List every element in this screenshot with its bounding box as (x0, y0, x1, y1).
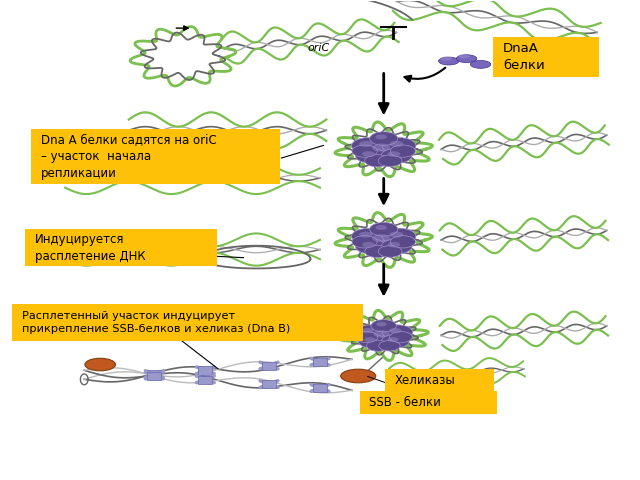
FancyBboxPatch shape (147, 370, 161, 378)
Ellipse shape (440, 57, 452, 61)
Ellipse shape (362, 229, 406, 251)
Ellipse shape (378, 246, 402, 257)
Ellipse shape (372, 234, 390, 242)
Ellipse shape (381, 335, 409, 348)
Ellipse shape (367, 340, 389, 351)
Ellipse shape (365, 245, 390, 258)
FancyBboxPatch shape (31, 129, 280, 184)
Text: DnaA
белки: DnaA белки (503, 42, 545, 72)
Ellipse shape (358, 335, 386, 348)
Ellipse shape (85, 358, 115, 371)
Ellipse shape (346, 128, 422, 171)
Text: oriC: oriC (307, 44, 330, 53)
Text: Dna A белки садятся на oriC
– участок  начала
репликации: Dna A белки садятся на oriC – участок на… (41, 133, 217, 180)
Ellipse shape (373, 330, 390, 337)
Ellipse shape (379, 340, 400, 351)
Ellipse shape (364, 325, 404, 345)
Ellipse shape (389, 328, 401, 333)
Ellipse shape (390, 232, 403, 238)
Ellipse shape (362, 151, 375, 157)
Ellipse shape (359, 141, 372, 147)
FancyBboxPatch shape (262, 362, 276, 370)
Ellipse shape (351, 228, 385, 245)
FancyBboxPatch shape (198, 375, 212, 384)
FancyBboxPatch shape (360, 391, 497, 414)
Ellipse shape (362, 138, 406, 160)
Ellipse shape (387, 337, 399, 342)
Text: SSB - белки: SSB - белки (369, 396, 441, 409)
Ellipse shape (390, 141, 403, 147)
FancyBboxPatch shape (262, 380, 276, 388)
Ellipse shape (382, 325, 413, 339)
Ellipse shape (388, 151, 400, 157)
Ellipse shape (381, 148, 412, 163)
Ellipse shape (355, 325, 385, 339)
FancyBboxPatch shape (313, 358, 327, 366)
Text: Индуцируется
расплетение ДНК: Индуцируется расплетение ДНК (35, 233, 145, 263)
Ellipse shape (458, 54, 470, 59)
Text: Расплетенный участок индуцирует
прикрепление SSB-белков и хеликаз (Dna B): Расплетенный участок индуцирует прикрепл… (22, 311, 290, 334)
Ellipse shape (365, 155, 390, 167)
Ellipse shape (351, 138, 385, 154)
Ellipse shape (352, 145, 377, 157)
Ellipse shape (438, 57, 459, 65)
Ellipse shape (355, 332, 378, 343)
Ellipse shape (356, 148, 387, 163)
Ellipse shape (362, 242, 375, 247)
Ellipse shape (456, 55, 477, 62)
Ellipse shape (359, 232, 372, 238)
Ellipse shape (346, 218, 422, 262)
Ellipse shape (470, 60, 491, 68)
Ellipse shape (364, 337, 376, 342)
Ellipse shape (390, 145, 415, 157)
Text: Хеликазы: Хеликазы (394, 374, 455, 387)
Ellipse shape (340, 369, 376, 383)
Ellipse shape (370, 222, 397, 236)
Ellipse shape (362, 328, 374, 333)
Ellipse shape (370, 132, 397, 145)
Ellipse shape (388, 242, 400, 247)
FancyBboxPatch shape (385, 369, 494, 392)
Ellipse shape (352, 236, 377, 248)
Ellipse shape (153, 39, 213, 73)
Ellipse shape (390, 236, 415, 248)
FancyBboxPatch shape (493, 36, 599, 77)
Ellipse shape (382, 228, 416, 245)
Ellipse shape (376, 322, 387, 326)
FancyBboxPatch shape (12, 304, 364, 341)
Ellipse shape (390, 332, 412, 343)
Ellipse shape (371, 320, 396, 332)
Ellipse shape (381, 239, 412, 254)
Ellipse shape (378, 155, 402, 167)
Ellipse shape (372, 144, 390, 152)
Ellipse shape (376, 134, 387, 139)
FancyBboxPatch shape (147, 372, 161, 380)
Ellipse shape (382, 138, 416, 154)
FancyBboxPatch shape (25, 229, 217, 266)
FancyBboxPatch shape (198, 366, 212, 374)
Ellipse shape (349, 316, 418, 355)
FancyBboxPatch shape (313, 384, 327, 392)
Ellipse shape (356, 239, 387, 254)
Ellipse shape (376, 225, 387, 230)
